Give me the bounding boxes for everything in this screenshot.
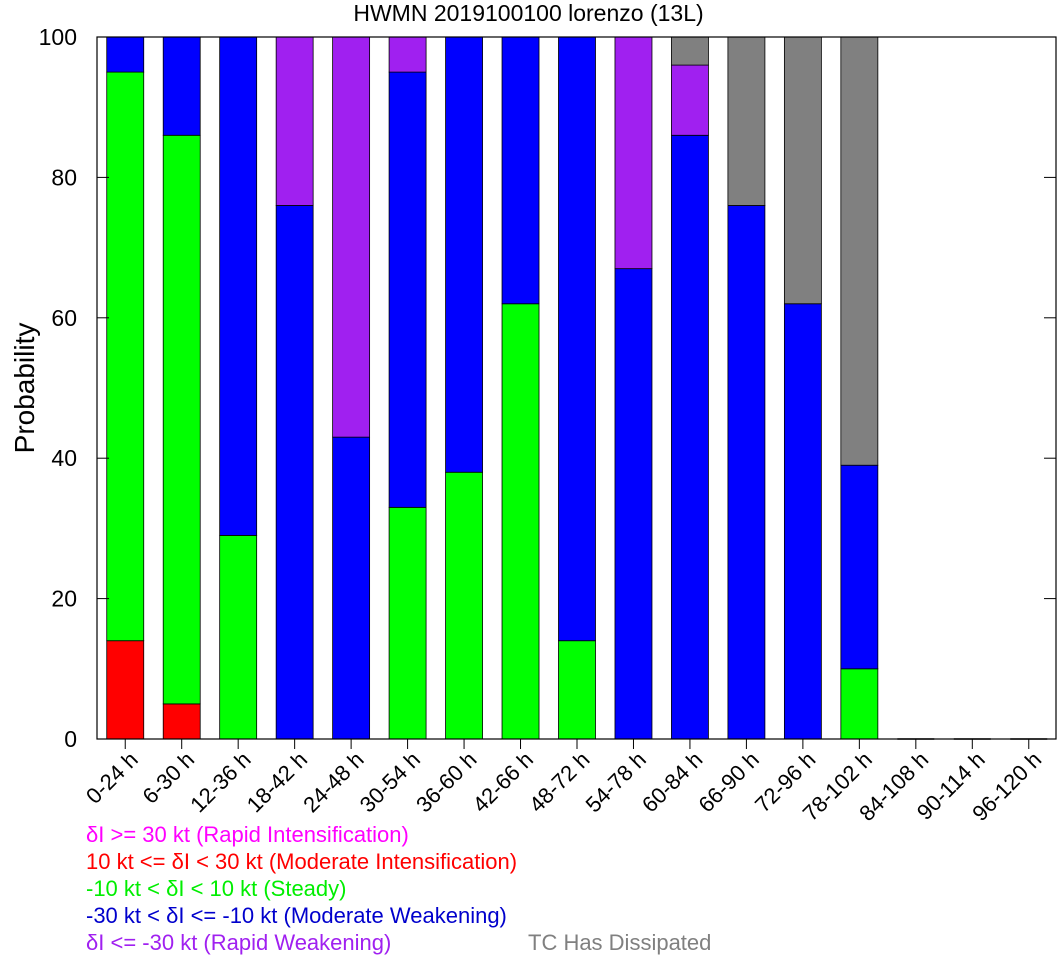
- x-tick-label-5: 30-54 h: [355, 747, 425, 817]
- bar-5-series-1: [388, 506, 427, 740]
- bar-0-series-1: [106, 71, 145, 642]
- bar-2-series-2: [219, 36, 258, 536]
- bar-11-series-4: [727, 36, 766, 206]
- x-tick-label-6: 36-60 h: [411, 747, 481, 817]
- bar-7-series-2: [501, 36, 540, 305]
- bar-13-series-2: [840, 464, 879, 670]
- y-tick-label-60: 60: [51, 305, 77, 331]
- y-tick-label-80: 80: [51, 164, 77, 190]
- bar-8-series-1: [558, 640, 596, 740]
- bar-11-series-2: [727, 205, 766, 740]
- bar-1-series-1: [162, 134, 201, 705]
- legend-steady: -10 kt < δI < 10 kt (Steady): [86, 876, 347, 901]
- legend-rapid-intensification: δI >= 30 kt (Rapid Intensification): [86, 822, 409, 847]
- legend-tc-dissipated: TC Has Dissipated: [528, 930, 712, 955]
- x-tick-label-4: 24-48 h: [298, 747, 368, 817]
- bar-3-series-3: [275, 36, 314, 206]
- x-tick-label-10: 60-84 h: [637, 747, 707, 817]
- y-tick-label-20: 20: [51, 586, 77, 612]
- bar-7-series-1: [501, 303, 540, 740]
- bar-12-series-2: [783, 303, 822, 740]
- x-tick-label-3: 18-42 h: [242, 747, 312, 817]
- legend-moderate-weakening: -30 kt < δI <= -10 kt (Moderate Weakenin…: [86, 903, 507, 928]
- x-tick-label-2: 12-36 h: [185, 747, 255, 817]
- y-tick-label-0: 0: [64, 726, 77, 752]
- bar-0-series-0: [106, 640, 145, 740]
- legend-moderate-intensification: 10 kt <= δI < 30 kt (Moderate Intensific…: [86, 849, 518, 874]
- bar-10-series-3: [671, 64, 709, 136]
- bar-13-series-4: [840, 36, 879, 466]
- chart-title: HWMN 2019100100 lorenzo (13L): [353, 0, 704, 26]
- bar-10-series-2: [671, 134, 709, 740]
- y-axis-label: Probability: [9, 323, 40, 454]
- bar-1-series-0: [162, 703, 201, 740]
- legend-rapid-weakening: δI <= -30 kt (Rapid Weakening): [86, 930, 392, 955]
- bar-13-series-1: [840, 668, 879, 740]
- y-tick-label-100: 100: [39, 24, 77, 50]
- x-tick-label-8: 48-72 h: [524, 747, 594, 817]
- bar-8-series-2: [558, 36, 596, 642]
- bar-10-series-4: [671, 36, 709, 66]
- bar-3-series-2: [275, 205, 314, 740]
- bar-9-series-2: [614, 268, 653, 740]
- x-tick-label-0: 0-24 h: [81, 747, 143, 809]
- x-tick-label-9: 54-78 h: [581, 747, 651, 817]
- x-tick-label-7: 42-66 h: [468, 747, 538, 817]
- x-tick-label-11: 66-90 h: [694, 747, 764, 817]
- bar-6-series-2: [445, 36, 483, 473]
- bar-5-series-2: [388, 71, 427, 508]
- bar-9-series-3: [614, 36, 653, 270]
- bar-2-series-1: [219, 535, 258, 740]
- bar-12-series-4: [783, 36, 822, 305]
- y-tick-label-40: 40: [51, 445, 77, 471]
- bar-1-series-2: [162, 36, 201, 136]
- bar-4-series-2: [332, 436, 371, 740]
- bar-5-series-3: [388, 36, 427, 73]
- bar-4-series-3: [332, 36, 371, 438]
- bar-0-series-2: [106, 36, 145, 73]
- bar-6-series-1: [445, 471, 483, 740]
